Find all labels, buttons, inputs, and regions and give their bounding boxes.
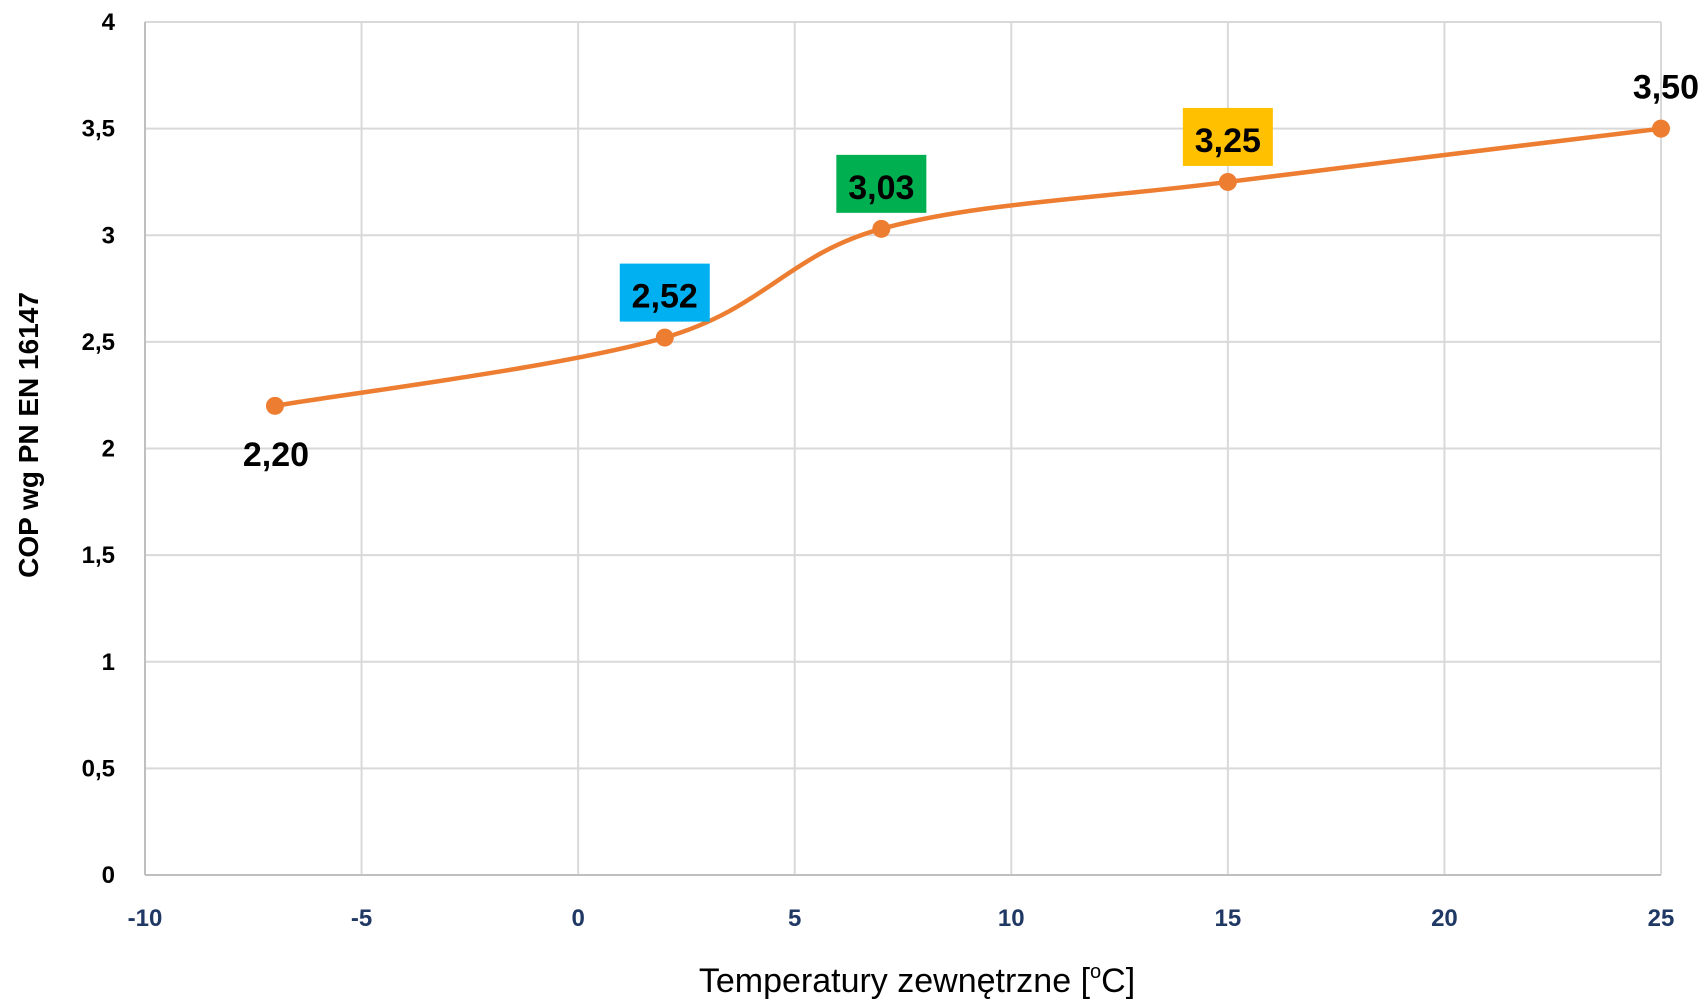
x-axis-title-unit-end: C] xyxy=(1101,962,1135,1000)
x-tick-label: -5 xyxy=(351,905,372,932)
data-labels: 2,20 2,52 3,03 3,25 3,50 xyxy=(243,69,1699,474)
data-label: 3,03 xyxy=(848,169,914,207)
data-label-background xyxy=(836,154,927,213)
y-tick-label: 1 xyxy=(102,649,115,676)
y-tick-label: 2,5 xyxy=(82,329,115,356)
y-tick-label: 0,5 xyxy=(82,755,115,782)
x-tick-label: 15 xyxy=(1215,905,1242,932)
data-label-background xyxy=(1182,107,1273,166)
data-point xyxy=(1652,119,1670,138)
x-tick-label: 0 xyxy=(571,905,584,932)
data-point xyxy=(872,219,891,238)
y-tick-label: 4 xyxy=(102,9,116,36)
x-tick-label: 25 xyxy=(1648,905,1675,932)
data-point xyxy=(655,328,674,347)
data-label: 2,52 xyxy=(632,278,698,316)
x-tick-label: 10 xyxy=(998,905,1025,932)
y-tick-label: 1,5 xyxy=(82,542,115,569)
data-point xyxy=(1218,172,1237,191)
x-axis-ticks: -10 -5 0 5 10 15 20 25 xyxy=(128,905,1675,932)
x-tick-label: -10 xyxy=(128,905,163,932)
data-label-background xyxy=(619,263,710,322)
y-axis-title: COP wg PN EN 16147 xyxy=(13,292,44,578)
data-label: 2,20 xyxy=(243,436,309,474)
x-axis-title-unit-sup: o xyxy=(1090,961,1101,983)
x-tick-label: 20 xyxy=(1431,905,1458,932)
y-tick-label: 3,5 xyxy=(82,116,115,143)
data-point xyxy=(265,396,284,415)
y-tick-label: 0 xyxy=(102,862,115,889)
x-axis-title: Temperatury zewnętrzne [oC] xyxy=(699,961,1135,1000)
x-axis-title-text: Temperatury zewnętrzne [ xyxy=(699,962,1091,1000)
series xyxy=(265,119,1670,415)
y-axis-ticks: 0 0,5 1 1,5 2 2,5 3 3,5 4 xyxy=(82,9,116,889)
x-tick-label: 5 xyxy=(788,905,801,932)
y-tick-label: 3 xyxy=(102,222,115,249)
data-label: 3,50 xyxy=(1633,69,1699,107)
grid xyxy=(144,21,1662,876)
data-label: 3,25 xyxy=(1195,122,1261,160)
series-line xyxy=(272,126,1664,409)
y-tick-label: 2 xyxy=(102,436,115,463)
